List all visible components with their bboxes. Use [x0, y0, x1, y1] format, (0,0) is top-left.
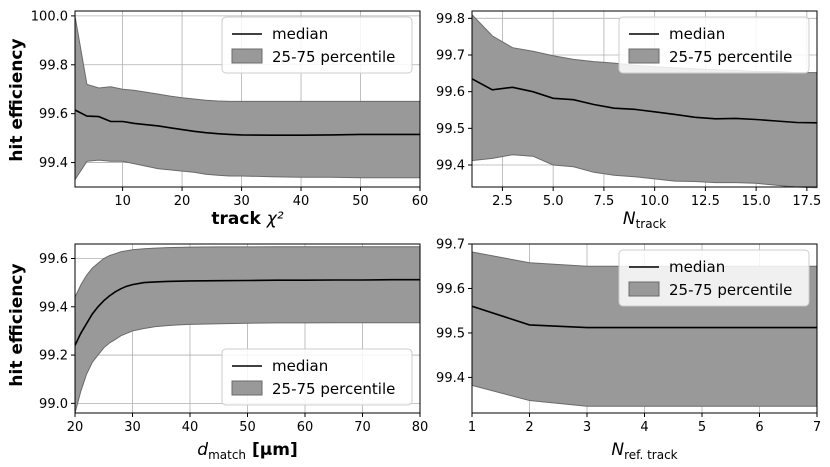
x-axis-label: Nref. track [611, 440, 677, 462]
ylabel-top: hit efficiency [7, 38, 27, 161]
x-tick-label: 10.0 [640, 194, 669, 209]
legend-box [221, 16, 413, 74]
legend-median-label: median [272, 357, 328, 375]
x-axis-label: Ntrack [623, 209, 666, 231]
x-tick-label: 17.5 [792, 194, 821, 209]
y-tick-label: 99.6 [39, 252, 68, 267]
panel-track-chi2: 10 20 30 40 50 60 99.4 99.6 99.8 100.0 track χ² med… [31, 9, 428, 229]
x-axis-label: dmatch [μm] [197, 440, 297, 462]
x-tick-label: 6 [755, 420, 763, 435]
panel-n-track: 2.5 5.0 7.5 10.0 12.5 15.0 17.5 99.4 99.5 99.6 99.… [436, 10, 821, 231]
x-tick-label: 15.0 [742, 194, 771, 209]
legend-band-label: 25-75 percentile [669, 281, 792, 299]
median-line [471, 78, 818, 124]
ylabel-bottom: hit efficiency [7, 263, 27, 386]
legend-box [618, 16, 810, 74]
y-tick-label: 99.8 [39, 58, 68, 73]
x-tick-label: 30 [124, 420, 141, 435]
x-tick-label: 5 [698, 420, 706, 435]
legend-band-swatch [628, 281, 660, 297]
legend: median 25-75 percentile [221, 348, 413, 406]
y-tick-label: 99.6 [39, 107, 68, 122]
axes-frame [471, 10, 818, 188]
x-tick-label: 1 [468, 420, 476, 435]
legend-median-label: median [669, 258, 725, 276]
x-tick-label: 70 [354, 420, 371, 435]
x-tick-label: 30 [233, 194, 250, 209]
x-tick-label: 50 [352, 194, 369, 209]
legend-band-swatch [231, 380, 263, 396]
legend-median-label: median [272, 25, 328, 43]
x-tick-label: 12.5 [691, 194, 720, 209]
legend-box [221, 348, 413, 406]
legend-band-label: 25-75 percentile [272, 48, 395, 66]
x-tick-label: 20 [67, 420, 84, 435]
legend: median 25-75 percentile [221, 16, 413, 74]
y-tick-label: 99.4 [39, 156, 68, 171]
y-tick-label: 99.5 [436, 122, 465, 137]
y-tick-label: 99.8 [436, 12, 465, 27]
x-tick-label: 7 [813, 420, 821, 435]
y-tick-label: 99.4 [436, 371, 465, 386]
legend-box [618, 249, 810, 307]
x-tick-label: 10 [114, 194, 131, 209]
median-line [74, 109, 420, 136]
legend-band-swatch [231, 48, 263, 64]
legend: median 25-75 percentile [618, 249, 810, 307]
panel-n-ref-track: 1 2 3 4 5 6 7 99.4 99.5 99.6 99.7 Nref. track median… [436, 238, 821, 463]
x-tick-label: 80 [412, 420, 429, 435]
x-tick-label: 60 [297, 420, 314, 435]
legend-band-swatch [628, 48, 660, 64]
y-tick-label: 99.7 [436, 238, 465, 253]
x-tick-label: 2.5 [492, 194, 513, 209]
percentile-band [471, 13, 818, 189]
x-tick-label: 3 [583, 420, 591, 435]
x-axis-label: track χ² [211, 209, 283, 229]
x-tick-label: 60 [412, 194, 429, 209]
y-tick-label: 99.4 [436, 159, 465, 174]
median-line [471, 305, 817, 329]
x-tick-label: 5.0 [543, 194, 564, 209]
x-tick-label: 20 [174, 194, 191, 209]
y-tick-label: 99.4 [39, 300, 68, 315]
y-tick-label: 99.6 [436, 282, 465, 297]
legend-band-label: 25-75 percentile [272, 380, 395, 398]
x-tick-label: 40 [293, 194, 310, 209]
axes-frame [74, 10, 421, 188]
legend-band-label: 25-75 percentile [669, 48, 792, 66]
panel-d-match: 20 30 40 50 60 70 80 99.0 99.2 99.4 99.6 dmatch [μm… [39, 243, 429, 462]
y-tick-label: 99.6 [436, 85, 465, 100]
median-line [74, 278, 420, 346]
y-tick-label: 99.2 [39, 349, 68, 364]
legend: median 25-75 percentile [618, 16, 810, 74]
x-tick-label: 50 [239, 420, 256, 435]
y-tick-label: 99.0 [39, 397, 68, 412]
x-tick-label: 7.5 [594, 194, 615, 209]
y-tick-label: 99.5 [436, 326, 465, 341]
x-tick-label: 4 [640, 420, 648, 435]
y-tick-label: 100.0 [31, 9, 68, 24]
y-tick-label: 99.7 [436, 49, 465, 64]
x-tick-label: 40 [182, 420, 199, 435]
legend-median-label: median [669, 25, 725, 43]
x-tick-label: 2 [525, 420, 533, 435]
